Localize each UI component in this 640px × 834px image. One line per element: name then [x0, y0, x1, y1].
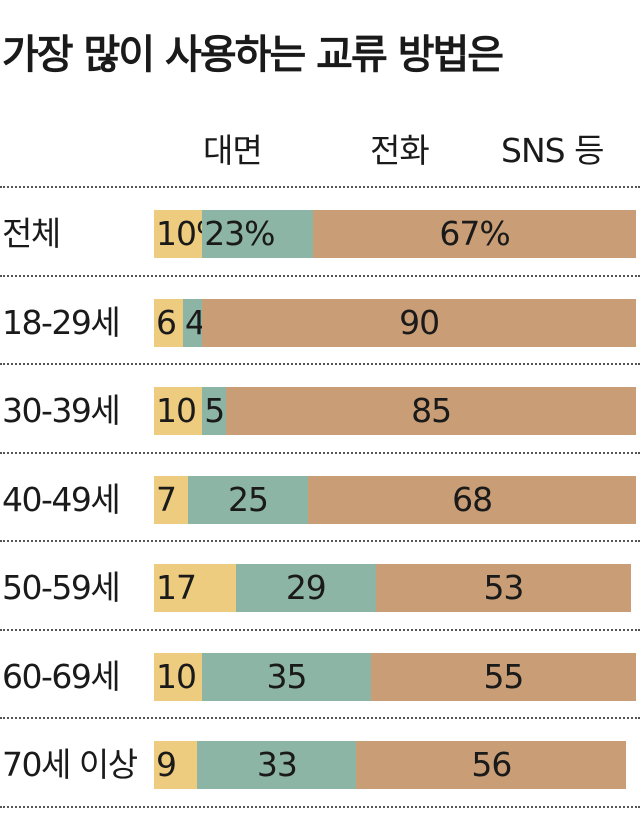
bar-segment-phone	[235, 564, 376, 612]
bar-segment-phone	[202, 210, 314, 258]
category-label: 70세 이상	[2, 745, 138, 784]
data-label: 68	[452, 480, 493, 519]
data-label: 4	[184, 303, 206, 342]
bar-segment-sns	[375, 564, 632, 612]
data-label: 17	[156, 568, 197, 607]
bar-segment-sns	[313, 210, 636, 258]
row-divider	[0, 452, 640, 454]
data-label: 10	[156, 657, 197, 696]
data-label: 9	[156, 745, 177, 784]
data-label: 10	[156, 391, 197, 430]
data-label: 25	[227, 480, 269, 519]
bar-segment-face	[154, 210, 203, 258]
row-divider	[0, 629, 640, 631]
row-divider	[0, 275, 640, 277]
bar-segment-phone	[202, 387, 227, 435]
bar-segment-phone	[182, 299, 203, 347]
chart-title: 가장 많이 사용하는 교류 방법은	[2, 32, 504, 78]
data-label: 33	[256, 745, 298, 784]
data-label: 35	[266, 657, 308, 696]
category-label: 60-69세	[2, 657, 121, 696]
bar-segment-face	[154, 564, 236, 612]
data-label: 23%	[204, 214, 275, 253]
data-label: 67%	[439, 214, 510, 253]
row-divider	[0, 717, 640, 719]
row-divider	[0, 186, 640, 188]
legend-item-1: 전화	[370, 131, 430, 170]
row-divider	[0, 363, 640, 365]
category-label: 50-59세	[2, 568, 121, 607]
bar-segment-sns	[202, 299, 636, 347]
data-label: 6	[156, 303, 177, 342]
data-label: 55	[483, 657, 524, 696]
bar-segment-face	[154, 299, 183, 347]
bar-segment-phone	[202, 653, 371, 701]
data-label: 29	[285, 568, 327, 607]
data-label: 53	[483, 568, 524, 607]
bar-segment-face	[154, 387, 203, 435]
category-label: 전체	[2, 214, 61, 253]
bar-segment-face	[154, 476, 188, 524]
bar-segment-sns	[356, 741, 627, 789]
category-label: 40-49세	[2, 480, 121, 519]
bar-segment-phone	[197, 741, 357, 789]
data-label: 7	[156, 480, 177, 519]
row-divider	[0, 806, 640, 808]
bar-segment-face	[154, 653, 203, 701]
row-divider	[0, 540, 640, 542]
legend-item-0: 대면	[203, 131, 263, 170]
bar-segment-face	[154, 741, 198, 789]
data-label: 56	[471, 745, 512, 784]
bar-segment-sns	[308, 476, 636, 524]
data-label: 85	[411, 391, 452, 430]
bar-segment-sns	[226, 387, 636, 435]
category-label: 30-39세	[2, 391, 121, 430]
bar-segment-phone	[187, 476, 309, 524]
data-label: 5	[204, 391, 225, 430]
bar-segment-sns	[370, 653, 636, 701]
category-label: 18-29세	[2, 303, 121, 342]
legend-item-2: SNS 등	[501, 131, 604, 170]
data-label: 90	[399, 303, 440, 342]
